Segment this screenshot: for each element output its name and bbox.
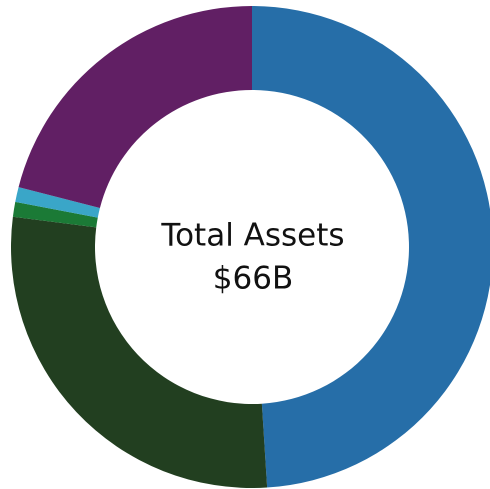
slices xyxy=(10,6,490,489)
slice xyxy=(12,201,98,228)
center-label: Total Assets xyxy=(160,218,344,254)
center-value: $66B xyxy=(213,261,293,297)
slice xyxy=(252,6,490,488)
slice xyxy=(18,6,253,208)
slice xyxy=(15,187,100,218)
slice xyxy=(10,216,268,489)
